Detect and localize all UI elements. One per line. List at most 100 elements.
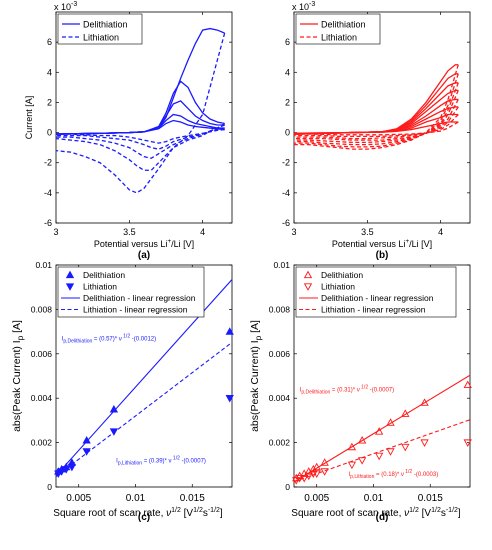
data-point (225, 327, 234, 335)
data-point (420, 398, 429, 406)
fit-equation-sup: 1/2 (360, 385, 369, 391)
x-tick-label: 3 (291, 227, 296, 237)
x-tick-label: 3.5 (123, 227, 136, 237)
data-point (309, 464, 318, 473)
data-point (401, 443, 410, 452)
data-point (347, 442, 357, 451)
fit-equation-sup: 1/2 (122, 333, 131, 339)
y-tick-label: 2 (47, 97, 52, 107)
x-tick-label: 0.005 (66, 493, 91, 504)
data-point (386, 418, 395, 426)
fit-equation-tail: -(0.0007) (180, 459, 206, 465)
series-curve (56, 122, 226, 171)
data-point (320, 468, 329, 476)
data-point (62, 466, 71, 474)
series-curve (294, 64, 459, 150)
data-point (357, 436, 367, 444)
fit-equation-symbol: ν (169, 459, 172, 465)
plot-area (294, 374, 470, 483)
x-axis-label-unit-sup2: -1/2 (446, 507, 458, 514)
data-point (109, 428, 119, 436)
y-tick-label: 0.006 (269, 349, 291, 359)
data-point (386, 448, 395, 456)
x-tick-label: 0.015 (418, 493, 443, 504)
x-axis-label: Potential versus Li+/Li [V] (332, 238, 432, 249)
x-axis-label: Potential versus Li+/Li [V] (94, 238, 194, 249)
legend-label: Lithiation (83, 33, 119, 43)
series-curve (294, 90, 459, 144)
exponent-label: x 10-3 (54, 1, 77, 12)
y-tick-label: -4 (282, 188, 290, 198)
y-tick-label: -2 (282, 158, 290, 168)
data-point (82, 448, 91, 456)
panel-label: (c) (138, 512, 150, 523)
data-point (300, 474, 309, 483)
x-axis-label-unit-end: ] (220, 508, 223, 519)
legend-marker (65, 283, 75, 291)
y-axis-label-tail: [A] (11, 320, 23, 336)
y-axis-label: abs(Peak Current) Ip [A] (11, 320, 25, 432)
x-axis-label-tail: /Li [V] (409, 239, 432, 249)
x-axis-label-unit-mid: s (441, 508, 446, 519)
legend-marker (65, 270, 75, 279)
legend-label: Delithiation (83, 20, 128, 30)
x-axis-label-unit-end: ] (458, 508, 461, 519)
data-point (109, 404, 119, 413)
legend-label: Lithiation - linear regression (83, 305, 188, 315)
data-point (374, 427, 384, 435)
legend-box (57, 13, 143, 45)
x-axis-label-unit-mid: s (203, 508, 208, 519)
x-axis-label-symbol: ν (404, 508, 409, 519)
data-point (320, 458, 329, 466)
y-tick-label: 0.008 (269, 304, 291, 314)
fit-equation-sup: 1/2 (404, 469, 413, 475)
data-point (225, 395, 234, 403)
legend-box (295, 266, 457, 318)
plot-area (294, 64, 459, 150)
series-curve (294, 121, 459, 136)
data-point (347, 461, 357, 470)
series-curve (56, 119, 225, 135)
y-tick-label: 0.004 (269, 393, 291, 403)
x-tick-label: 3.5 (361, 227, 374, 237)
series-curve (294, 99, 459, 141)
fit-equation: Ip,Delithiation = (0.57)* ν 1/2 -(0.0012… (62, 333, 156, 344)
x-tick-label: 0.01 (364, 493, 384, 504)
regression-line (294, 374, 470, 483)
data-point (82, 436, 91, 444)
fit-equation-mid: = (0.18)* (374, 472, 401, 478)
fit-equation-tail: -(0.0007) (368, 388, 394, 394)
legend-label: Delithiation - linear regression (321, 293, 434, 303)
y-axis-label-sub: p (254, 335, 263, 340)
fit-equation-mid: = (0.39)* (142, 459, 169, 465)
legend-label: Delithiation - linear regression (83, 293, 196, 303)
fit-equation-sup: 1/2 (172, 456, 181, 462)
y-tick-label: 0 (285, 128, 290, 138)
series-curve (56, 32, 226, 194)
data-point (57, 468, 66, 476)
chart-panel-a: 3 3.5 4 -6 -4 -2 0 2 4 6 x 10-3 Delithiation Lithiat… (24, 1, 233, 261)
legend-label: Delithiation (321, 20, 366, 30)
y-tick-label: 2 (285, 97, 290, 107)
x-tick-label: 0.015 (180, 493, 205, 504)
x-axis-label: Square root of scan rate, ν1/2 [V1/2s-1/… (291, 507, 461, 519)
legend-marker (303, 270, 313, 279)
y-tick-label: 6 (47, 37, 52, 47)
series-curve (56, 127, 225, 150)
y-axis-label-sub: p (16, 335, 25, 340)
x-tick-label: 4 (438, 227, 443, 237)
legend-box (57, 266, 205, 318)
y-tick-label: 0 (285, 482, 290, 492)
x-axis-label-sup: 1/2 (171, 507, 181, 514)
data-point (312, 470, 321, 479)
legend-label: Lithiation (321, 282, 355, 292)
x-axis-label-unit-sup2: -1/2 (208, 507, 220, 514)
panel-label: (a) (138, 250, 150, 261)
y-tick-label: 0.002 (269, 438, 291, 448)
data-point (463, 380, 472, 389)
y-tick-label: 0.008 (31, 304, 53, 314)
y-tick-label: 0.006 (31, 349, 53, 359)
series-curve (294, 82, 459, 146)
regression-line (294, 419, 470, 483)
